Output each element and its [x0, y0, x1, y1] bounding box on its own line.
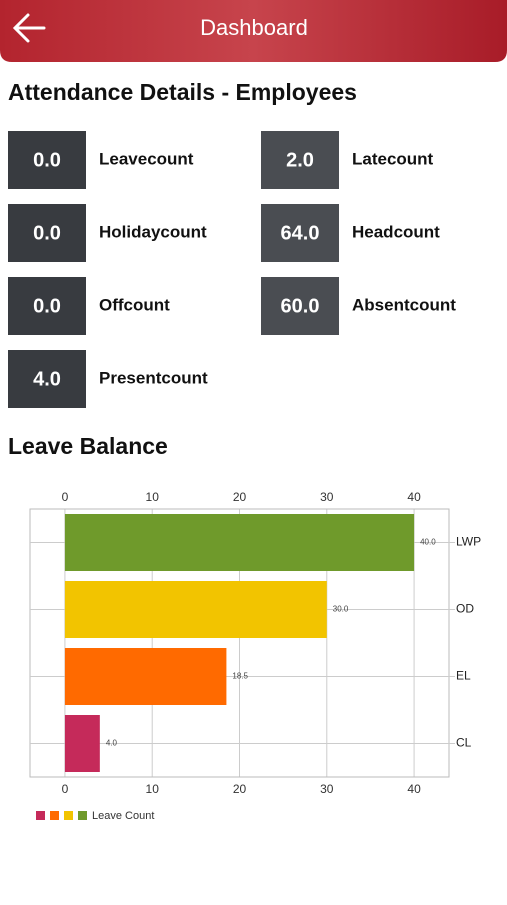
legend-swatch	[64, 811, 73, 820]
card-value: 60.0	[281, 295, 320, 317]
plot-frame	[29, 508, 450, 778]
x-tick-label: 0	[62, 490, 69, 504]
value-label: 4.0	[106, 739, 118, 748]
x-tick-label: 30	[320, 782, 334, 796]
bar	[64, 648, 227, 705]
card-label: Headcount	[352, 222, 440, 241]
card-box	[261, 204, 339, 262]
card-label: Presentcount	[99, 368, 208, 387]
section-title: Attendance Details - Employees	[8, 79, 357, 105]
value-label: 40.0	[420, 538, 436, 547]
card-value: 64.0	[281, 222, 320, 244]
card-label: Holidaycount	[99, 222, 207, 241]
y-tick-label: OD	[456, 602, 474, 616]
y-tick-label: LWP	[456, 535, 481, 549]
x-tick-label: 30	[320, 490, 334, 504]
attendance-cards: 0.0 Leavecount 2.0 Latecount 0.0 Holidaycount…	[8, 131, 456, 408]
legend-swatch	[78, 811, 87, 820]
bar	[64, 514, 415, 571]
header-bar	[0, 0, 507, 62]
x-tick-label: 10	[146, 490, 160, 504]
x-tick-label: 20	[233, 782, 247, 796]
legend-label: Leave Count	[92, 810, 154, 822]
x-tick-label: 10	[146, 782, 160, 796]
back-button[interactable]	[12, 13, 46, 43]
card-box	[8, 277, 86, 335]
card-box	[8, 131, 86, 189]
value-label: 30.0	[333, 605, 349, 614]
card-value: 2.0	[286, 149, 314, 171]
header-title: Dashboard	[200, 15, 308, 40]
card-value: 4.0	[33, 368, 61, 390]
value-label: 18.5	[232, 672, 248, 681]
card-box	[8, 350, 86, 408]
bar	[64, 715, 100, 772]
card-label: Offcount	[99, 295, 170, 314]
card-box	[261, 277, 339, 335]
legend-swatch	[36, 811, 45, 820]
card-box	[261, 131, 339, 189]
card-box	[8, 204, 86, 262]
y-tick-label: CL	[456, 736, 472, 750]
y-tick-label: EL	[456, 669, 471, 683]
bar	[64, 581, 327, 638]
card-label: Latecount	[352, 149, 434, 168]
card-label: Absentcount	[352, 295, 456, 314]
x-tick-label: 0	[62, 782, 69, 796]
x-tick-label: 20	[233, 490, 247, 504]
card-value: 0.0	[33, 149, 61, 171]
section-title: Leave Balance	[8, 433, 168, 459]
legend-swatch	[50, 811, 59, 820]
x-tick-label: 40	[407, 782, 421, 796]
card-value: 0.0	[33, 222, 61, 244]
card-value: 0.0	[33, 295, 61, 317]
x-tick-label: 40	[407, 490, 421, 504]
card-label: Leavecount	[99, 149, 194, 168]
leave-chart: 0 0 10 10 20 20 30 30 40 40 LWP 40.0 OD 30.0 EL 18.5 CL 4…	[29, 490, 481, 822]
